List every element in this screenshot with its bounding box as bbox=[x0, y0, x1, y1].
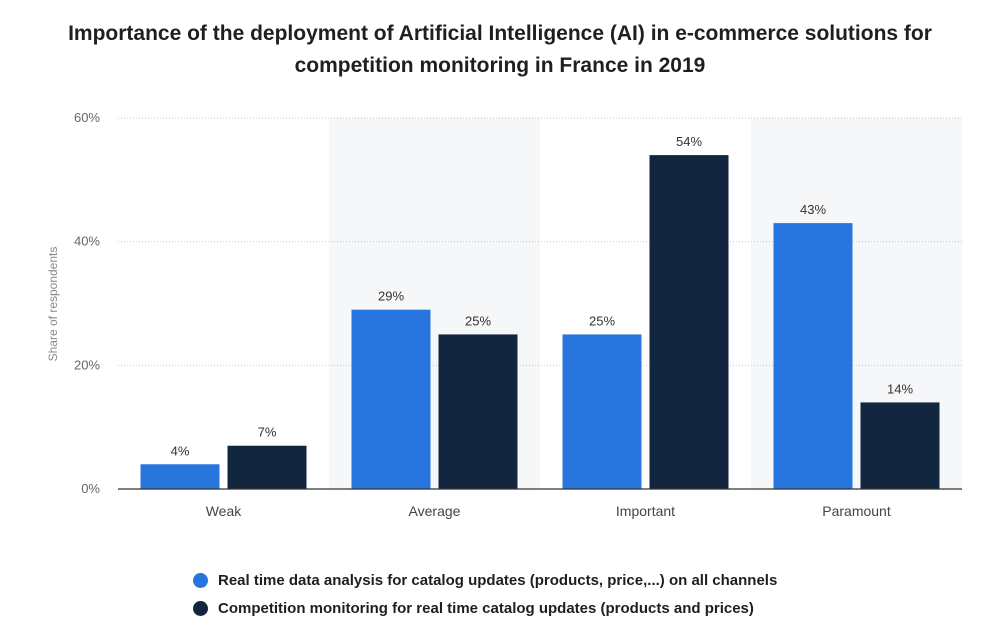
bar-series-1 bbox=[351, 309, 431, 489]
bar-series-1 bbox=[140, 464, 220, 489]
bar-series-2 bbox=[860, 402, 940, 489]
data-label: 54% bbox=[676, 134, 702, 149]
legend-swatch-series-2 bbox=[193, 600, 208, 616]
y-tick-label: 40% bbox=[74, 234, 100, 249]
x-tick-label: Important bbox=[616, 503, 675, 519]
legend-label-series-2: Competition monitoring for real time cat… bbox=[218, 599, 754, 617]
bar-series-2 bbox=[649, 155, 729, 489]
data-label: 25% bbox=[465, 313, 491, 328]
bar-series-2 bbox=[227, 445, 307, 489]
bar-series-2 bbox=[438, 334, 518, 489]
x-tick-label: Weak bbox=[206, 503, 243, 519]
y-tick-label: 0% bbox=[81, 481, 100, 496]
x-tick-label: Paramount bbox=[822, 503, 891, 519]
data-label: 43% bbox=[800, 202, 826, 217]
data-label: 14% bbox=[887, 381, 913, 396]
data-label: 25% bbox=[589, 313, 615, 328]
y-axis-label: Share of respondents bbox=[46, 247, 60, 362]
legend-item-series-1[interactable]: Real time data analysis for catalog upda… bbox=[193, 566, 777, 594]
chart-title: Importance of the deployment of Artifici… bbox=[68, 22, 932, 77]
data-label: 29% bbox=[378, 289, 404, 304]
bar-series-1 bbox=[562, 334, 642, 489]
bar-series-1 bbox=[773, 223, 853, 489]
legend-label-series-1: Real time data analysis for catalog upda… bbox=[218, 571, 778, 589]
data-label: 7% bbox=[258, 425, 277, 440]
y-tick-label: 20% bbox=[74, 357, 100, 372]
legend-item-series-2[interactable]: Competition monitoring for real time cat… bbox=[193, 594, 777, 622]
y-tick-label: 60% bbox=[74, 110, 100, 125]
x-tick-label: Average bbox=[409, 503, 461, 519]
bar-chart: 0% 20% 40% 60% Share of respondents 4% 7% Weak 2… bbox=[46, 110, 962, 519]
legend: Real time data analysis for catalog upda… bbox=[193, 566, 777, 622]
data-label: 4% bbox=[171, 443, 190, 458]
legend-swatch-series-1 bbox=[193, 572, 208, 588]
